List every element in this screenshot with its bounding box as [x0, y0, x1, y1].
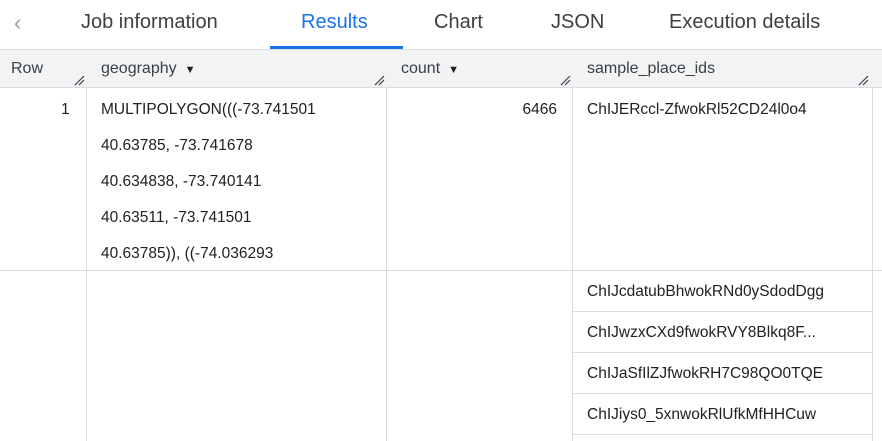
column-divider [386, 88, 387, 441]
column-header-count[interactable]: count ▼ [401, 60, 459, 78]
place-id-cell: ChIJiys0_5xnwokRlUfkMfHHCuw [587, 406, 817, 423]
place-id-cell: ChIJwzxCXd9fwokRVY8Blkq8F... [587, 324, 816, 341]
table-header: Row geography ▼ count ▼ sample_place_ids [0, 50, 882, 88]
column-header-row: Row [11, 60, 44, 77]
row-divider [572, 434, 872, 435]
count-cell: 6466 [522, 101, 557, 118]
row-divider [572, 393, 872, 394]
column-header-sample-place-ids: sample_place_ids [587, 60, 716, 77]
sort-down-icon[interactable]: ▼ [184, 64, 196, 76]
column-label: count [401, 60, 441, 77]
column-resize-handle[interactable] [73, 74, 85, 86]
column-resize-handle[interactable] [373, 74, 385, 86]
geography-cell: 40.63785)), ((-74.036293 [101, 245, 274, 262]
column-label: geography [101, 60, 177, 77]
tab-results[interactable]: Results [301, 11, 368, 33]
column-header-geography[interactable]: geography ▼ [101, 60, 196, 78]
geography-cell: 40.634838, -73.740141 [101, 173, 262, 190]
tab-job-information[interactable]: Job information [81, 11, 218, 33]
tab-execution-details[interactable]: Execution details [669, 11, 821, 33]
row-divider [0, 270, 882, 271]
row-divider [572, 352, 872, 353]
column-resize-handle[interactable] [559, 74, 571, 86]
tab-bar: ‹ Job information Results Chart JSON Exe… [0, 0, 882, 50]
geography-cell: 40.63511, -73.741501 [101, 209, 252, 226]
column-divider [872, 88, 873, 441]
place-id-cell: ChIJERccl-ZfwokRl52CD24l0o4 [587, 101, 807, 118]
tab-chart[interactable]: Chart [434, 11, 483, 33]
tab-json[interactable]: JSON [551, 11, 605, 33]
sort-down-icon[interactable]: ▼ [448, 64, 460, 76]
geography-cell: MULTIPOLYGON(((-73.741501 [101, 101, 316, 118]
chevron-left-icon[interactable]: ‹ [14, 10, 22, 35]
column-resize-handle[interactable] [857, 74, 869, 86]
column-divider [86, 88, 87, 441]
active-tab-indicator [270, 46, 403, 49]
row-number: 1 [61, 101, 70, 118]
row-divider [572, 311, 872, 312]
place-id-cell: ChIJaSfIlZJfwokRH7C98QO0TQE [587, 365, 824, 382]
place-id-cell: ChIJcdatubBhwokRNd0ySdodDgg [587, 283, 824, 300]
column-divider [572, 88, 573, 441]
geography-cell: 40.63785, -73.741678 [101, 137, 253, 154]
